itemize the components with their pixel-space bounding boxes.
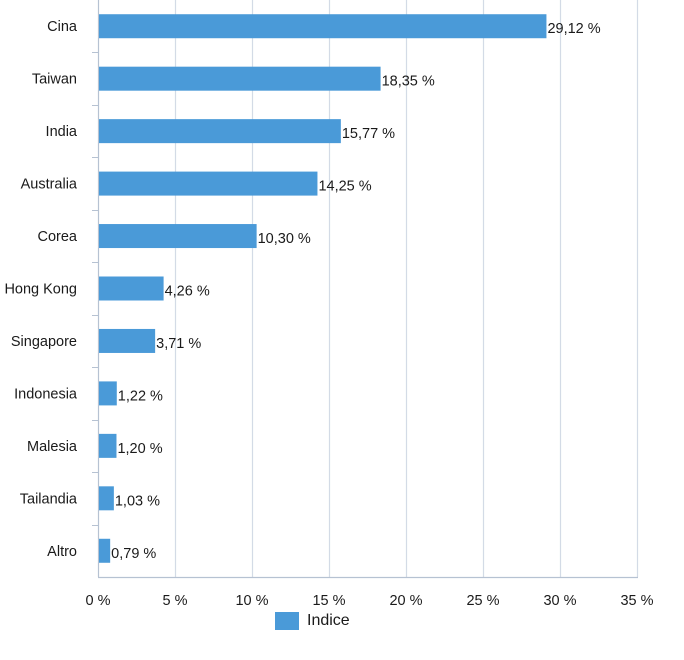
x-tick-label: 10 %: [235, 593, 268, 609]
category-label: Tailandia: [20, 491, 78, 507]
x-tick-label: 15 %: [312, 593, 345, 609]
category-label: Taiwan: [32, 72, 77, 88]
data-label: 1,20 %: [117, 441, 162, 457]
data-label: 18,35 %: [382, 74, 435, 90]
data-label: 3,71 %: [156, 336, 201, 352]
data-label: 1,03 %: [115, 493, 160, 509]
category-label: Australia: [21, 177, 78, 193]
x-tick-label: 20 %: [389, 593, 422, 609]
bar: [99, 66, 381, 91]
category-label: Corea: [38, 229, 78, 245]
bar: [99, 14, 547, 39]
legend-label: Indice: [307, 612, 350, 629]
data-label: 1,22 %: [118, 388, 163, 404]
category-label: Cina: [47, 19, 78, 35]
bar: [99, 381, 117, 406]
data-label: 29,12 %: [547, 21, 600, 37]
bar: [99, 433, 117, 458]
category-label: Indonesia: [14, 386, 78, 402]
bar: [99, 119, 341, 144]
data-label: 15,77 %: [342, 126, 395, 142]
x-tick-label: 5 %: [163, 593, 188, 609]
category-label: Hong Kong: [4, 282, 77, 298]
bar: [99, 224, 257, 249]
category-label: Malesia: [27, 439, 78, 455]
category-label: India: [46, 124, 78, 140]
bar: [99, 328, 156, 353]
bar: [99, 276, 164, 301]
bar: [99, 538, 111, 563]
data-label: 0,79 %: [111, 546, 156, 562]
data-label: 14,25 %: [318, 179, 371, 195]
bar: [99, 486, 114, 511]
category-label: Singapore: [11, 334, 77, 350]
bar: [99, 171, 318, 196]
x-tick-label: 0 %: [86, 593, 111, 609]
legend: Indice: [275, 612, 350, 630]
x-tick-label: 25 %: [466, 593, 499, 609]
category-label: Altro: [47, 544, 77, 560]
x-tick-label: 30 %: [543, 593, 576, 609]
x-tick-label: 35 %: [620, 593, 653, 609]
data-label: 10,30 %: [258, 231, 311, 247]
data-label: 4,26 %: [165, 284, 210, 300]
legend-swatch: [275, 612, 299, 630]
